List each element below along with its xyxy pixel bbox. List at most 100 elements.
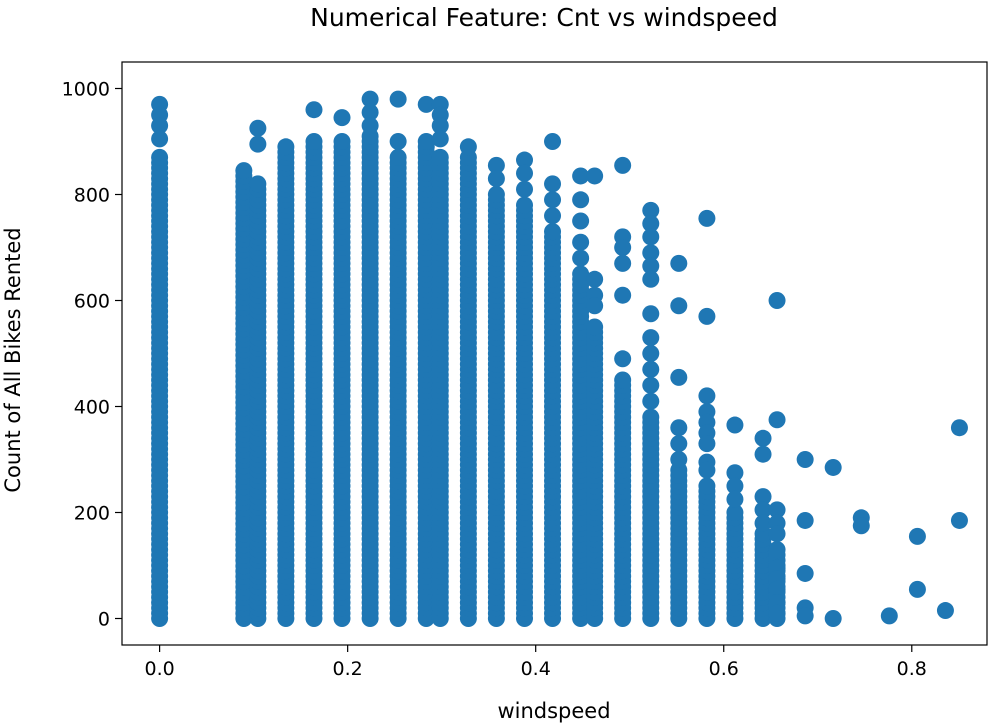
y-tick-label: 200: [74, 503, 110, 525]
x-tick-label: 0.2: [333, 658, 363, 680]
data-point: [880, 607, 898, 625]
data-point: [768, 501, 786, 519]
data-point: [614, 254, 632, 272]
data-point: [417, 95, 435, 113]
data-point: [642, 215, 660, 233]
y-axis-label: Count of All Bikes Rented: [1, 227, 25, 492]
data-point: [642, 376, 660, 394]
plot-frame: [121, 61, 988, 646]
data-point: [754, 445, 772, 463]
data-point: [249, 135, 267, 153]
y-tick-label: 800: [74, 185, 110, 207]
y-axis: 0 200 400 600 800 1000: [62, 79, 122, 631]
data-point: [487, 170, 505, 188]
data-point: [572, 212, 590, 230]
x-axis-label: windspeed: [497, 699, 610, 723]
data-point: [305, 101, 323, 119]
data-point: [796, 564, 814, 582]
y-tick-label: 1000: [62, 79, 110, 101]
data-point: [389, 148, 407, 166]
data-point: [516, 180, 534, 198]
data-point: [516, 151, 534, 169]
data-point: [642, 244, 660, 262]
data-point: [754, 514, 772, 532]
data-point: [726, 464, 744, 482]
data-point: [768, 604, 786, 622]
data-point: [768, 541, 786, 559]
data-point: [950, 511, 968, 529]
data-points: [151, 90, 968, 627]
x-tick-label: 0.6: [709, 658, 739, 680]
data-point: [544, 191, 562, 209]
data-point: [698, 461, 716, 479]
data-point: [908, 580, 926, 598]
data-point: [459, 138, 477, 156]
data-point: [586, 318, 604, 336]
data-point: [614, 156, 632, 174]
data-point: [642, 228, 660, 246]
data-point: [768, 292, 786, 309]
data-point: [642, 360, 660, 378]
data-point: [389, 133, 407, 150]
data-point: [670, 254, 688, 272]
data-point: [642, 345, 660, 362]
data-point: [698, 387, 716, 405]
data-point: [417, 133, 435, 150]
data-point: [726, 504, 744, 521]
data-point: [586, 270, 604, 288]
data-point: [768, 580, 786, 598]
data-point: [726, 490, 744, 508]
data-point: [796, 451, 814, 468]
data-point: [614, 239, 632, 256]
data-point: [544, 223, 562, 241]
data-point: [670, 419, 688, 437]
data-point: [333, 109, 351, 127]
x-tick-label: 0.4: [521, 658, 551, 680]
data-point: [572, 233, 590, 251]
y-tick-label: 600: [74, 291, 110, 313]
data-point: [670, 368, 688, 386]
data-point: [754, 501, 772, 519]
data-point: [950, 419, 968, 437]
data-point: [642, 270, 660, 288]
data-point: [614, 350, 632, 368]
data-point: [908, 527, 926, 545]
data-point: [824, 610, 842, 627]
data-point: [544, 207, 562, 225]
data-point: [249, 175, 267, 193]
data-point: [796, 511, 814, 529]
data-point: [333, 133, 351, 150]
data-point: [670, 435, 688, 453]
data-point: [936, 602, 954, 620]
data-point: [698, 307, 716, 325]
data-point: [670, 297, 688, 315]
data-point: [151, 117, 169, 135]
data-point: [361, 103, 379, 121]
data-point: [516, 196, 534, 214]
data-point: [572, 191, 590, 209]
data-point: [249, 119, 267, 137]
data-point: [361, 117, 379, 135]
data-point: [642, 305, 660, 323]
data-point: [670, 451, 688, 468]
data-point: [796, 607, 814, 625]
data-point: [389, 90, 407, 108]
data-point: [768, 525, 786, 543]
data-point: [698, 477, 716, 495]
data-point: [726, 477, 744, 495]
data-point: [572, 167, 590, 185]
data-point: [277, 138, 295, 156]
data-point: [642, 201, 660, 219]
data-point: [516, 164, 534, 182]
data-point: [487, 186, 505, 203]
x-tick-label: 0.8: [897, 658, 927, 680]
data-point: [698, 209, 716, 227]
data-point: [586, 297, 604, 315]
data-point: [431, 117, 449, 135]
data-point: [431, 130, 449, 148]
data-point: [642, 329, 660, 347]
data-point: [754, 429, 772, 447]
data-point: [754, 488, 772, 506]
data-point: [614, 371, 632, 389]
data-point: [544, 175, 562, 193]
